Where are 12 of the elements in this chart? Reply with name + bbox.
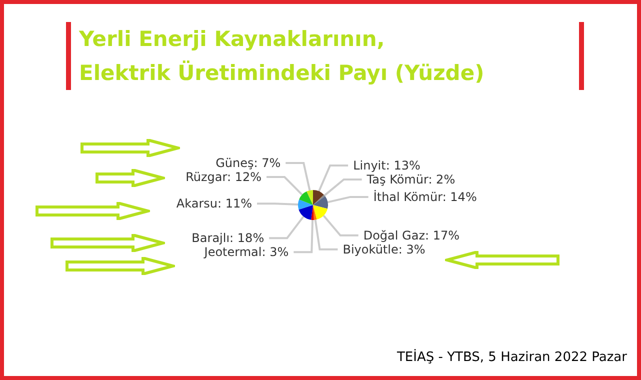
slice-label: Biyokütle: 3% — [342, 242, 426, 256]
slice-label: Akarsu: 11% — [176, 196, 252, 211]
text: TEİAŞ - YTBS, 5 Haziran 2022 Pazar — [396, 350, 627, 365]
slice-label: Taş Kömür: 2% — [366, 172, 456, 187]
chart-title: Yerli Enerji Kaynaklarının, Elektrik Üretimindeki Payı (Yüzde) — [66, 22, 584, 90]
slice-label: Rüzgar: 12% — [186, 170, 262, 184]
slice-label: Jeotermal: 3% — [203, 245, 289, 260]
slice-label: İthal Kömür: 14% — [373, 190, 477, 204]
slice-label: Barajlı: 18% — [192, 231, 264, 246]
slice-label: Doğal Gaz: 17% — [363, 228, 460, 242]
slice-label: Linyit: 13% — [353, 158, 420, 173]
slice-label: Güneş: 7% — [216, 156, 281, 170]
